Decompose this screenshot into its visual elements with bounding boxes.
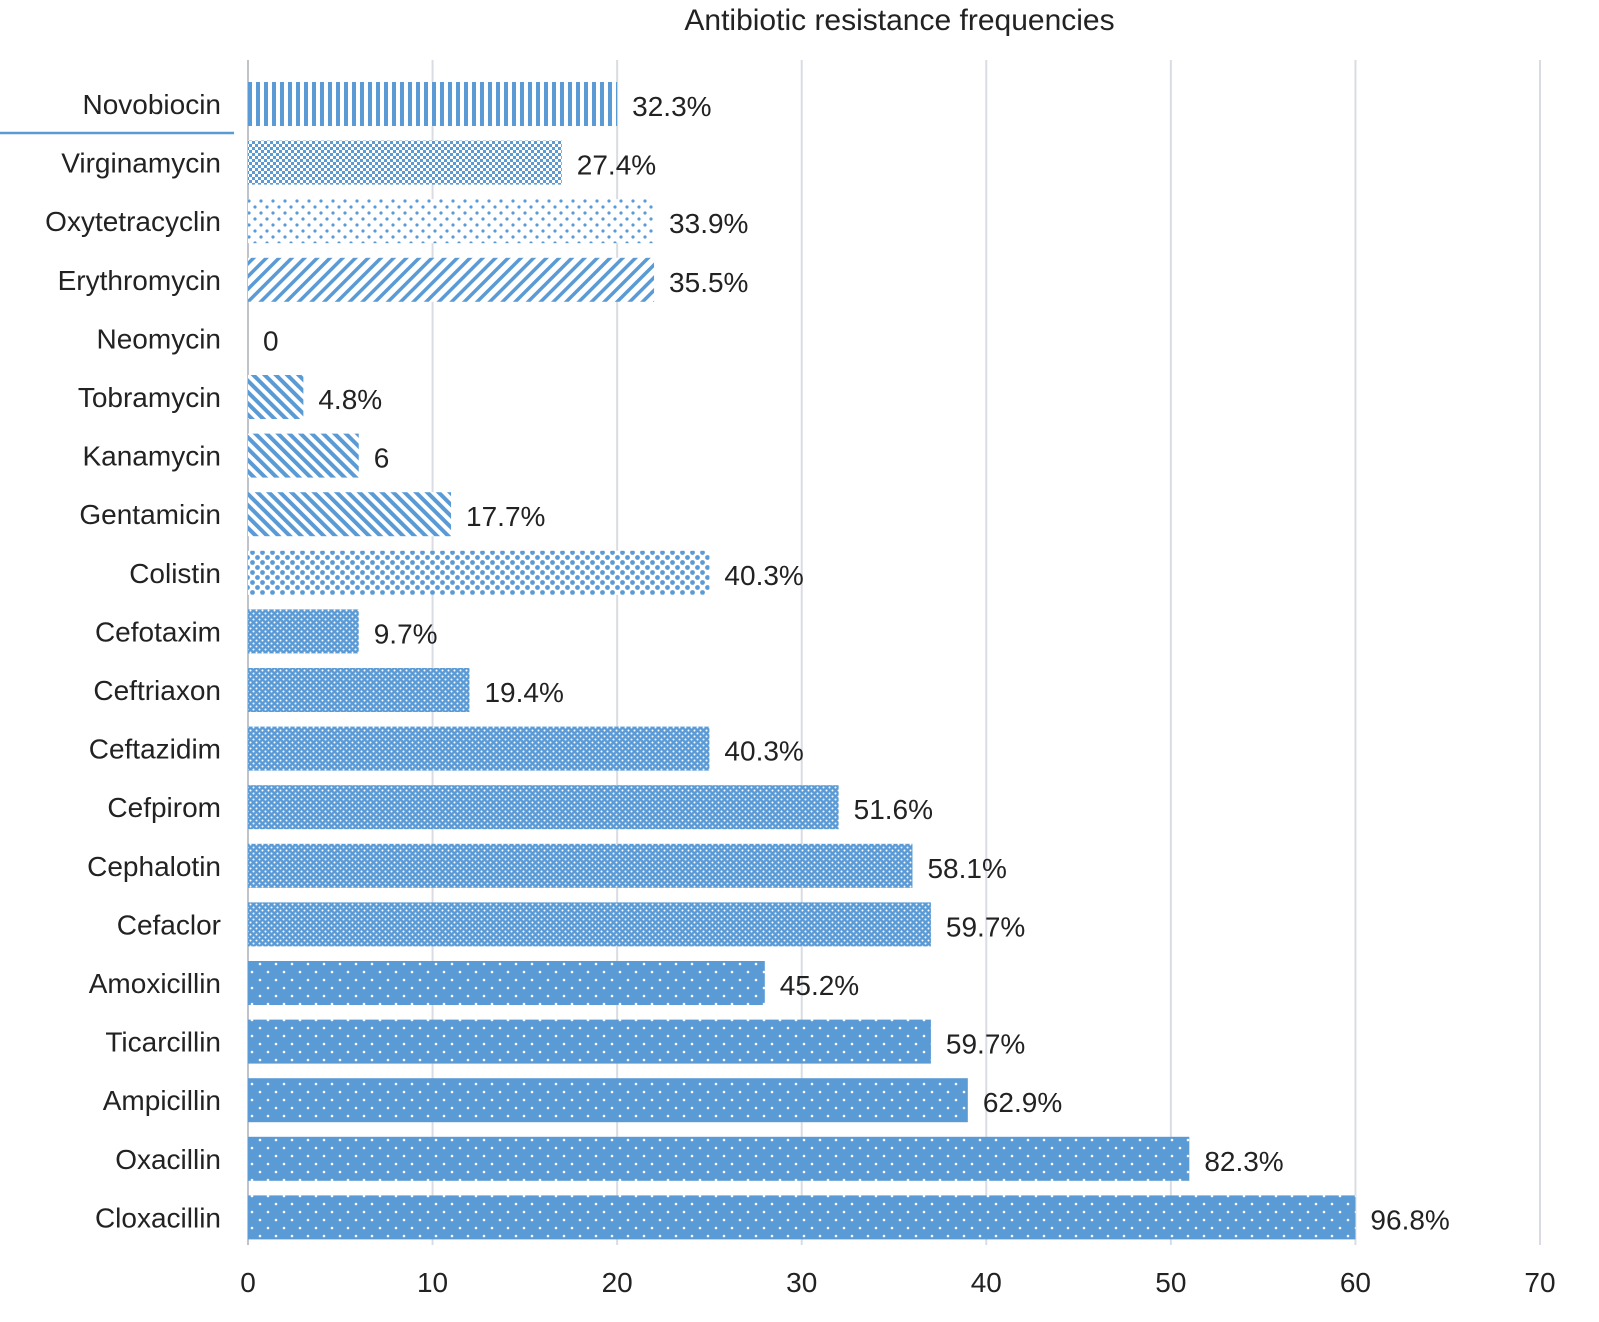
category-label: Ceftazidim — [89, 734, 221, 765]
bar-cefotaxim — [248, 609, 359, 654]
x-tick-label: 20 — [602, 1267, 633, 1298]
bar-kanamycin — [248, 433, 359, 478]
bar-tobramycin — [248, 375, 304, 419]
data-label: 19.4% — [484, 677, 563, 708]
bar-novobiocin — [248, 82, 618, 126]
category-label: Ampicillin — [103, 1085, 221, 1116]
bar-virginamycin — [248, 140, 562, 185]
data-label: 59.7% — [946, 911, 1025, 942]
category-labels: Novobiocin Virginamycin Oxytetracyclin Eryt… — [0, 89, 234, 1233]
gridlines — [247, 60, 1541, 1245]
data-label: 40.3% — [724, 736, 803, 767]
bar-ceftazidim — [248, 726, 710, 771]
bar-amoxicillin — [248, 961, 765, 1005]
category-label: Amoxicillin — [89, 968, 221, 999]
data-label: 35.5% — [669, 267, 748, 298]
category-label: Neomycin — [97, 323, 221, 354]
x-tick-label: 30 — [786, 1267, 817, 1298]
data-label: 96.8% — [1370, 1204, 1449, 1235]
chart-title: Antibiotic resistance frequencies — [684, 4, 1115, 37]
category-label: Cephalotin — [87, 851, 221, 882]
category-label: Virginamycin — [61, 148, 221, 179]
bar-ticarcillin — [248, 1019, 931, 1064]
data-label: 45.2% — [780, 970, 859, 1001]
data-label: 51.6% — [854, 794, 933, 825]
category-label: Kanamycin — [82, 441, 221, 472]
data-label: 0 — [263, 325, 279, 356]
x-tick-label: 10 — [417, 1267, 448, 1298]
category-label: Cloxacillin — [95, 1202, 221, 1233]
bar-cloxacillin — [248, 1195, 1356, 1240]
data-label: 59.7% — [946, 1029, 1025, 1060]
data-label: 4.8% — [318, 384, 382, 415]
data-label: 33.9% — [669, 208, 748, 239]
bar-ceftriaxon — [248, 668, 470, 712]
bar-gentamicin — [248, 492, 452, 537]
bar-oxacillin — [248, 1136, 1190, 1181]
x-tick-label: 40 — [971, 1267, 1002, 1298]
x-tick-label: 0 — [240, 1267, 256, 1298]
x-tick-label: 70 — [1524, 1267, 1555, 1298]
bar-cefpirom — [248, 785, 839, 830]
category-label: Cefpirom — [107, 792, 221, 823]
data-label: 58.1% — [927, 853, 1006, 884]
bar-erythromycin — [248, 257, 655, 302]
bar-ampicillin — [248, 1078, 968, 1123]
bar-cephalotin — [248, 843, 913, 888]
category-label: Tobramycin — [78, 382, 221, 413]
bar-colistin — [248, 550, 710, 595]
data-label: 9.7% — [374, 618, 438, 649]
category-label: Oxacillin — [115, 1144, 221, 1175]
bar-oxytetracyclin — [248, 199, 655, 244]
bar-cefaclor — [248, 902, 931, 947]
bars — [248, 82, 1356, 1240]
data-label: 62.9% — [983, 1087, 1062, 1118]
data-label: 6 — [374, 443, 390, 474]
category-label: Ticarcillin — [105, 1027, 221, 1058]
data-label: 32.3% — [632, 91, 711, 122]
data-label: 40.3% — [724, 560, 803, 591]
category-label: Cefotaxim — [95, 616, 221, 647]
category-label: Colistin — [129, 558, 221, 589]
x-tick-label: 60 — [1340, 1267, 1371, 1298]
category-label: Cefaclor — [117, 909, 221, 940]
data-label: 17.7% — [466, 501, 545, 532]
category-label: Oxytetracyclin — [45, 206, 221, 237]
data-labels: 32.3% 27.4% 33.9% 35.5% 0 4.8% 6 17.7% 40.3% 9.7%… — [263, 91, 1450, 1235]
category-label: Gentamicin — [79, 499, 221, 530]
data-label: 27.4% — [577, 150, 656, 181]
category-label: Novobiocin — [82, 89, 221, 120]
x-axis-ticks: 0 10 20 30 40 50 60 70 — [240, 1267, 1555, 1298]
category-label: Ceftriaxon — [93, 675, 221, 706]
x-tick-label: 50 — [1155, 1267, 1186, 1298]
data-label: 82.3% — [1204, 1146, 1283, 1177]
category-label: Erythromycin — [58, 265, 221, 296]
